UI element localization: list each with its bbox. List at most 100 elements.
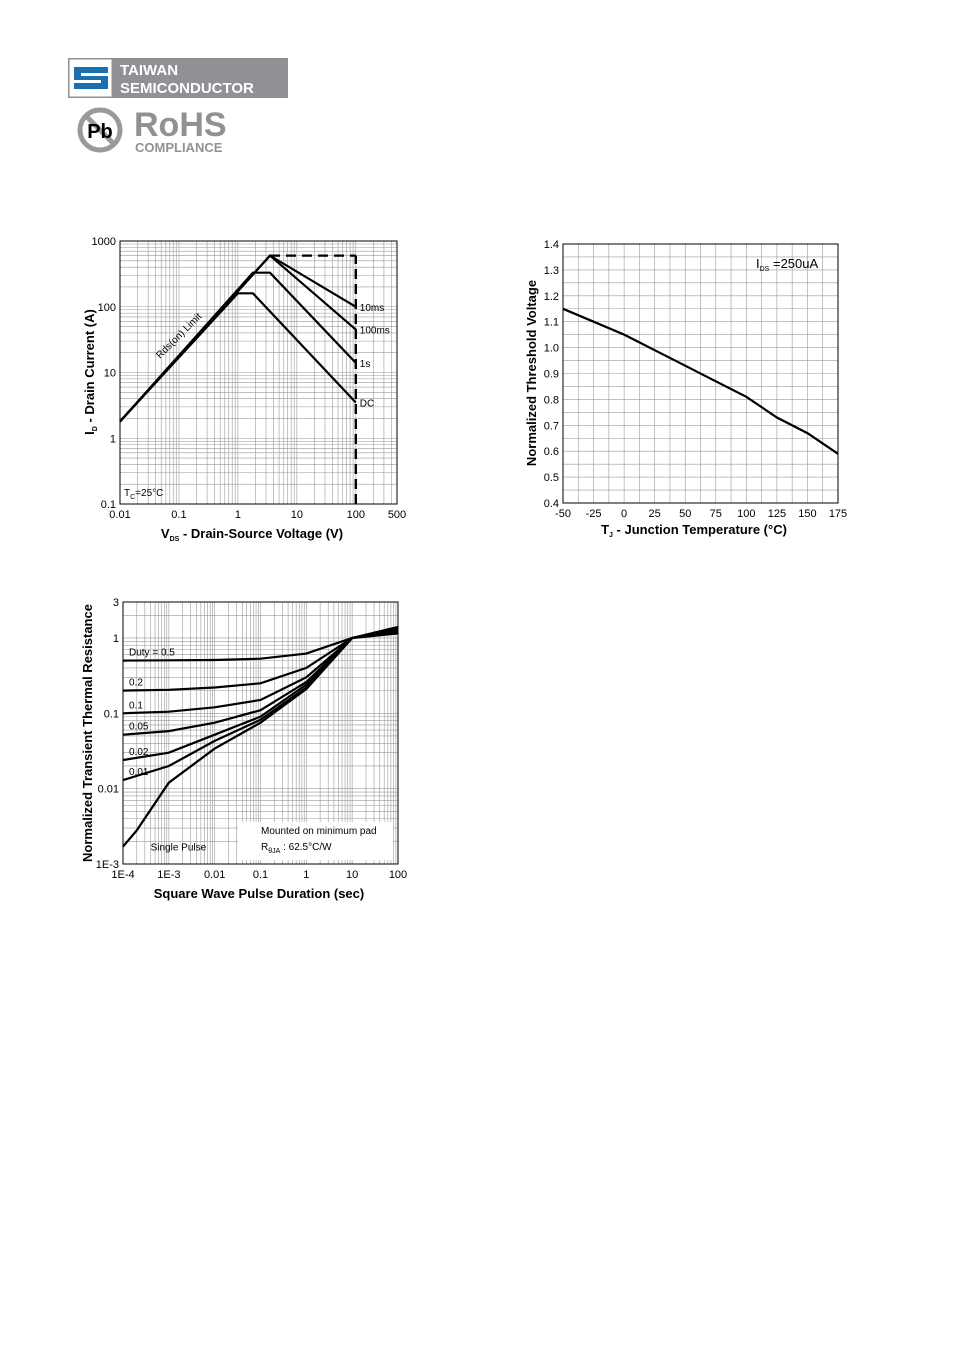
soa-grid xyxy=(120,241,397,504)
zth-series-label: Duty = 0.5 xyxy=(129,648,175,659)
soa-xlabel-main: V xyxy=(161,526,170,541)
vth-y-tick-label: 1.4 xyxy=(544,239,559,251)
transient-thermal-chart: 1E-30.010.113 1E-4 1E-3 0.01 0.1 1 10 100 Norm… xyxy=(80,597,407,901)
soa-x-tick-label: 1 xyxy=(235,509,241,521)
soa-series-label: 100ms xyxy=(360,326,390,337)
zth-x-axis-label: Square Wave Pulse Duration (sec) xyxy=(154,886,364,901)
zth-y-tick-label: 1 xyxy=(113,633,119,645)
vth-x-tick-label: 125 xyxy=(768,508,786,520)
vth-xlabel-main: T xyxy=(601,522,609,537)
vth-x-tick-label: -25 xyxy=(586,508,602,520)
soa-y-axis-label: ID - Drain Current (A) xyxy=(82,309,99,435)
vth-y-tick-label: 0.4 xyxy=(544,498,559,510)
vth-x-tick-label: 0 xyxy=(621,508,627,520)
vth-x-tick-label: 75 xyxy=(710,508,722,520)
vth-x-tick-label: -50 xyxy=(555,508,571,520)
soa-y-tick-label: 100 xyxy=(98,302,116,314)
vth-y-tick-label: 0.8 xyxy=(544,394,559,406)
vth-x-tick-label: 150 xyxy=(798,508,816,520)
soa-condition-main: T xyxy=(124,488,130,499)
soa-y-tick-label: 10 xyxy=(104,368,116,380)
soa-series-label: 10ms xyxy=(360,303,384,314)
soa-xlabel-rest: - Drain-Source Voltage (V) xyxy=(179,526,343,541)
zth-rth-main: R xyxy=(261,842,268,853)
vth-x-tick-label: 100 xyxy=(737,508,755,520)
zth-y-ticks: 1E-3 0.01 0.1 1 3 xyxy=(96,597,119,871)
soa-condition-sub: C xyxy=(130,494,135,501)
logo-line2: SEMICONDUCTOR xyxy=(120,80,254,97)
vth-y-tick-label: 0.6 xyxy=(544,446,559,458)
vth-xlabel-sub: J xyxy=(609,532,613,539)
zth-series-labels: Duty = 0.5 0.2 0.1 0.05 0.02 0.01 Single Pulse xyxy=(129,648,207,854)
rohs-subtitle: COMPLIANCE xyxy=(135,140,223,155)
no-lead-slash xyxy=(84,114,116,146)
zth-y-tick-label: 3 xyxy=(113,597,119,609)
no-lead-icon xyxy=(77,107,123,153)
soa-x-axis-label: VDS - Drain-Source Voltage (V) xyxy=(161,526,343,543)
soa-plot-frame xyxy=(119,240,398,505)
logo-emblem-mark xyxy=(74,67,108,89)
vth-plot-frame xyxy=(562,243,839,504)
vth-y-tick-label: 0.5 xyxy=(544,472,559,484)
zth-y-tick-label: 1E-3 xyxy=(96,859,119,871)
vth-y-ticks: 0.4 0.5 0.6 0.7 0.8 0.9 1.0 1.1 1.2 1.3 1.4 xyxy=(544,239,559,510)
vth-curve xyxy=(562,307,839,455)
zth-x-tick-label: 1E-3 xyxy=(157,869,180,881)
vth-x-ticks: -50 -25 0 25 50 75 100 125 150 175 xyxy=(555,508,847,520)
soa-y-tick-label: 1 xyxy=(110,433,116,445)
soa-x-tick-label: 0.1 xyxy=(171,509,186,521)
zth-x-tick-label: 0.01 xyxy=(204,869,225,881)
zth-rth-sub: θJA xyxy=(268,848,280,855)
zth-x-tick-label: 100 xyxy=(389,869,407,881)
vth-x-tick-label: 175 xyxy=(829,508,847,520)
vth-x-tick-label: 25 xyxy=(649,508,661,520)
zth-y-tick-label: 0.01 xyxy=(98,784,119,796)
vth-y-tick-label: 0.7 xyxy=(544,420,559,432)
zth-x-ticks: 1E-4 1E-3 0.01 0.1 1 10 100 xyxy=(111,869,407,881)
soa-y-tick-label: 1000 xyxy=(92,236,116,248)
zth-x-tick-label: 1 xyxy=(303,869,309,881)
vth-series xyxy=(562,307,839,455)
zth-x-tick-label: 10 xyxy=(346,869,358,881)
zth-y-axis-label: Normalized Transient Thermal Resistance xyxy=(80,604,95,862)
vth-y-tick-label: 1.2 xyxy=(544,291,559,303)
soa-x-tick-label: 10 xyxy=(291,509,303,521)
soa-x-tick-label: 0.01 xyxy=(109,509,130,521)
soa-x-tick-label: 500 xyxy=(388,509,406,521)
vth-y-axis-label: Normalized Threshold Voltage xyxy=(524,280,539,466)
vth-condition-main: I xyxy=(756,256,760,271)
vth-grid xyxy=(563,244,838,503)
vth-condition-label: IDS =250uA xyxy=(756,256,818,273)
company-logo: TAIWAN SEMICONDUCTOR xyxy=(68,58,288,98)
vth-condition-rest: =250uA xyxy=(769,256,818,271)
soa-x-ticks: 0.01 0.1 1 10 100 500 xyxy=(109,509,406,521)
zth-mount-label: Mounted on minimum pad xyxy=(261,826,377,837)
soa-ylabel-sub: D xyxy=(92,426,99,431)
soa-series-label: DC xyxy=(360,398,374,409)
vth-y-tick-label: 1.1 xyxy=(544,317,559,329)
soa-series-label: 1s xyxy=(360,359,371,370)
soa-x-tick-label: 100 xyxy=(347,509,365,521)
zth-curve xyxy=(122,625,399,848)
zth-series-label: 0.01 xyxy=(129,767,149,778)
zth-series-label: 0.02 xyxy=(129,747,149,758)
soa-y-ticks: 0.1 1 10 100 1000 xyxy=(92,236,116,511)
zth-rth-label: RθJA : 62.5°C/W xyxy=(261,842,332,855)
vth-x-axis-label: TJ - Junction Temperature (°C) xyxy=(601,522,787,539)
soa-xlabel-sub: DS xyxy=(170,536,180,543)
soa-y-tick-label: 0.1 xyxy=(101,499,116,511)
zth-series-label: 0.05 xyxy=(129,722,149,733)
vth-y-tick-label: 0.9 xyxy=(544,369,559,381)
soa-ylabel-main: I xyxy=(82,431,97,435)
soa-series-labels: 10ms 100ms 1s DC xyxy=(360,303,390,410)
soa-curve-dc xyxy=(119,292,357,423)
zth-series-label: 0.1 xyxy=(129,700,143,711)
zth-series-label: Single Pulse xyxy=(151,843,207,854)
vth-y-tick-label: 1.3 xyxy=(544,265,559,277)
soa-ylabel-rest: - Drain Current (A) xyxy=(82,309,97,426)
threshold-voltage-chart: 0.4 0.5 0.6 0.7 0.8 0.9 1.0 1.1 1.2 1.3 1.4 -50 -25… xyxy=(524,239,847,539)
pb-symbol: Pb xyxy=(87,121,113,143)
vth-y-tick-label: 1.0 xyxy=(544,343,559,355)
zth-y-tick-label: 0.1 xyxy=(104,708,119,720)
